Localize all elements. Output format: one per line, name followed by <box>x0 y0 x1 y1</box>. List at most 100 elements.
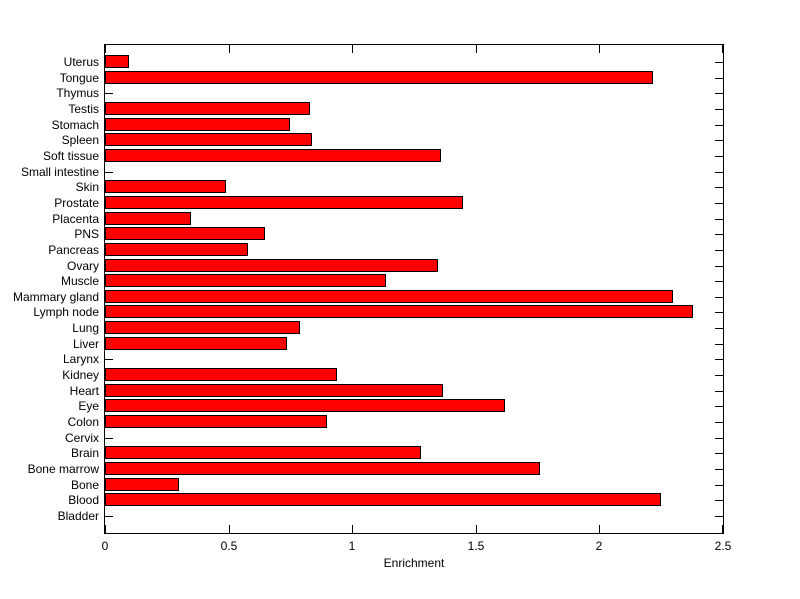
y-tick-label-placenta: Placenta <box>52 212 99 226</box>
y-tick-mark-right <box>715 125 723 126</box>
y-tick-mark-right <box>715 500 723 501</box>
y-tick-label-skin: Skin <box>75 180 99 194</box>
y-tick-mark-right <box>715 140 723 141</box>
y-tick-mark-right <box>715 422 723 423</box>
bar-placenta <box>105 212 191 225</box>
y-tick-mark-right <box>715 203 723 204</box>
y-tick-mark-right <box>715 266 723 267</box>
y-tick-label-bone-marrow: Bone marrow <box>27 462 99 476</box>
y-tick-mark-right <box>715 453 723 454</box>
bar-brain <box>105 446 421 459</box>
x-tick-mark-top <box>599 45 600 53</box>
y-tick-mark-left <box>105 516 113 517</box>
y-tick-mark-right <box>715 359 723 360</box>
y-tick-mark-right <box>715 156 723 157</box>
y-tick-mark-left <box>105 172 113 173</box>
bar-prostate <box>105 196 463 209</box>
x-tick-mark-bottom <box>599 525 600 533</box>
bar-soft-tissue <box>105 149 441 162</box>
y-tick-mark-right <box>715 234 723 235</box>
bar-pancreas <box>105 243 248 256</box>
y-tick-mark-right <box>715 328 723 329</box>
y-tick-label-testis: Testis <box>68 102 99 116</box>
x-tick-label-1-5: 1.5 <box>467 539 485 553</box>
x-tick-mark-bottom <box>105 525 106 533</box>
x-tick-label-1: 1 <box>348 539 356 553</box>
x-tick-mark-bottom <box>476 525 477 533</box>
y-tick-mark-left <box>105 359 113 360</box>
y-tick-mark-right <box>715 187 723 188</box>
y-tick-mark-right <box>715 344 723 345</box>
y-tick-label-blood: Blood <box>68 493 99 507</box>
y-tick-label-liver: Liver <box>72 337 99 351</box>
y-tick-label-small-intestine: Small intestine <box>20 165 99 179</box>
y-tick-mark-left <box>105 93 113 94</box>
y-tick-label-brain: Brain <box>70 446 99 460</box>
x-tick-mark-top <box>476 45 477 53</box>
bar-tongue <box>105 71 653 84</box>
y-tick-mark-right <box>715 93 723 94</box>
y-tick-label-kidney: Kidney <box>62 368 99 382</box>
y-tick-label-lung: Lung <box>72 321 99 335</box>
y-tick-mark-right <box>715 312 723 313</box>
y-tick-label-stomach: Stomach <box>51 118 99 132</box>
y-tick-mark-right <box>715 516 723 517</box>
y-tick-label-larynx: Larynx <box>62 352 99 366</box>
bar-testis <box>105 102 310 115</box>
bar-kidney <box>105 368 337 381</box>
y-tick-label-uterus: Uterus <box>63 55 99 69</box>
bar-bone-marrow <box>105 462 540 475</box>
x-tick-label-2: 2 <box>595 539 603 553</box>
bar-uterus <box>105 55 129 68</box>
y-tick-mark-right <box>715 375 723 376</box>
y-tick-label-soft-tissue: Soft tissue <box>42 149 99 163</box>
y-tick-mark-right <box>715 485 723 486</box>
bar-heart <box>105 384 443 397</box>
plot-area <box>104 44 724 534</box>
y-tick-label-bladder: Bladder <box>57 509 99 523</box>
y-tick-label-mammary-gland: Mammary gland <box>12 290 99 304</box>
y-tick-mark-right <box>715 469 723 470</box>
y-tick-label-ovary: Ovary <box>66 259 99 273</box>
bar-muscle <box>105 274 386 287</box>
y-tick-mark-right <box>715 219 723 220</box>
y-tick-label-bone: Bone <box>70 478 99 492</box>
x-tick-mark-bottom <box>229 525 230 533</box>
y-tick-mark-right <box>715 281 723 282</box>
x-tick-mark-top <box>105 45 106 53</box>
x-tick-mark-top <box>229 45 230 53</box>
y-tick-label-spleen: Spleen <box>61 133 99 147</box>
bar-bone <box>105 478 179 491</box>
y-tick-label-heart: Heart <box>69 384 99 398</box>
x-tick-mark-bottom <box>722 525 723 533</box>
y-tick-mark-right <box>715 250 723 251</box>
y-tick-mark-right <box>715 297 723 298</box>
y-tick-label-prostate: Prostate <box>54 196 99 210</box>
y-tick-label-pns: PNS <box>74 227 99 241</box>
y-tick-mark-right <box>715 438 723 439</box>
bar-stomach <box>105 118 290 131</box>
bar-liver <box>105 337 287 350</box>
bar-lymph-node <box>105 305 693 318</box>
x-tick-label-0-5: 0.5 <box>220 539 238 553</box>
y-tick-label-lymph-node: Lymph node <box>33 305 99 319</box>
y-tick-label-tongue: Tongue <box>59 71 99 85</box>
y-tick-mark-right <box>715 172 723 173</box>
bar-skin <box>105 180 226 193</box>
y-tick-label-colon: Colon <box>67 415 99 429</box>
bar-mammary-gland <box>105 290 673 303</box>
y-tick-label-pancreas: Pancreas <box>48 243 99 257</box>
y-tick-label-muscle: Muscle <box>60 274 99 288</box>
y-tick-mark-right <box>715 78 723 79</box>
y-tick-label-eye: Eye <box>78 399 99 413</box>
x-tick-mark-top <box>722 45 723 53</box>
bar-lung <box>105 321 300 334</box>
bar-ovary <box>105 259 438 272</box>
bar-colon <box>105 415 327 428</box>
x-axis-title: Enrichment <box>383 556 445 570</box>
y-tick-mark-right <box>715 406 723 407</box>
y-tick-label-cervix: Cervix <box>64 431 99 445</box>
bar-eye <box>105 399 505 412</box>
x-tick-label-0: 0 <box>101 539 109 553</box>
